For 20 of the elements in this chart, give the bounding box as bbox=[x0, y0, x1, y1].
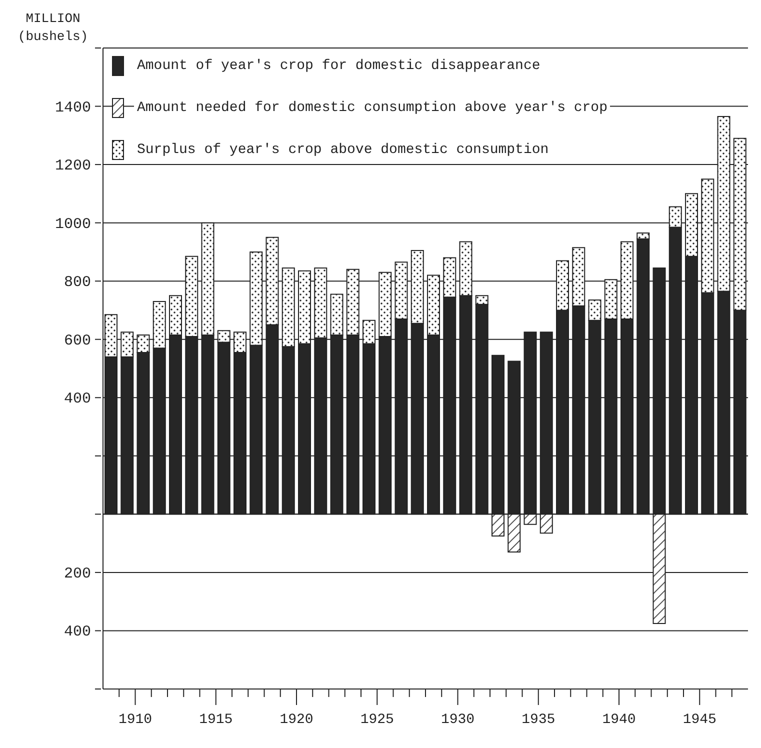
y-tick-label: 800 bbox=[64, 274, 91, 292]
y-tick-label: 400 bbox=[64, 624, 91, 641]
x-tick-label: 1930 bbox=[440, 712, 475, 728]
y-axis-title: MILLION (bushels) bbox=[16, 10, 90, 46]
x-tick-label: 1925 bbox=[360, 712, 394, 728]
x-tick-label: 1940 bbox=[602, 712, 636, 728]
y-tick-label: 400 bbox=[64, 390, 91, 408]
y-tick-label: 1000 bbox=[54, 216, 91, 233]
x-tick-label: 1915 bbox=[199, 712, 233, 728]
x-tick-label: 1920 bbox=[280, 712, 314, 728]
y-tick-label: 1200 bbox=[54, 158, 91, 175]
y-tick-label: 600 bbox=[64, 332, 91, 350]
legend-label: Amount needed for domestic consumption above year's crop bbox=[134, 98, 610, 118]
x-tick-label: 1910 bbox=[118, 712, 152, 728]
y-tick-label: 1400 bbox=[54, 99, 91, 116]
legend-label: Amount of year's crop for domestic disappearance bbox=[134, 56, 544, 76]
y-tick-label: 200 bbox=[64, 565, 91, 582]
legend-label: Surplus of year's crop above domestic consumption bbox=[134, 140, 552, 160]
x-tick-label: 1945 bbox=[682, 712, 716, 728]
x-tick-label: 1935 bbox=[522, 712, 556, 728]
